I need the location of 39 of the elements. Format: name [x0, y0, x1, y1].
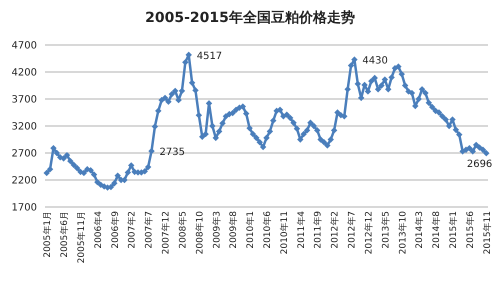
data-label: 2735 — [160, 147, 185, 158]
x-tick-label: 2010年6 — [262, 210, 273, 249]
x-tick-label: 2012年12 — [363, 211, 374, 254]
x-tick-label: 2010年11 — [278, 211, 290, 254]
data-label: 2696 — [466, 159, 492, 170]
x-tick-label: 2009年3 — [211, 211, 222, 249]
data-label: 4517 — [196, 50, 222, 62]
x-tick-label: 2005年6月 — [59, 211, 70, 258]
y-tick-label: 3200 — [12, 122, 37, 132]
chart-title: 2005-2015年全国豆粕价格走势 — [145, 10, 355, 26]
x-tick-label: 2015年6 — [464, 210, 476, 249]
y-tick-label: 4700 — [12, 40, 37, 52]
y-tick-label: 2700 — [12, 148, 37, 160]
y-tick-label: 3700 — [12, 94, 37, 106]
data-label: 4430 — [362, 56, 388, 67]
x-tick-label: 2007年2 — [126, 211, 138, 249]
y-tick-label: 1700 — [12, 202, 37, 214]
x-tick-label: 2013年5 — [380, 211, 392, 249]
y-tick-label: 2200 — [12, 176, 37, 186]
x-tick-label: 2009年8 — [228, 210, 240, 249]
x-tick-label: 2013年10 — [397, 210, 408, 254]
x-tick-label: 2014年8 — [431, 210, 442, 249]
y-tick-label: 4200 — [12, 68, 37, 78]
x-tick-label: 2006年9 — [110, 210, 121, 249]
x-tick-label: 2012年2 — [330, 211, 341, 249]
x-tick-label: 2011年4 — [296, 210, 307, 249]
x-tick-label: 2007年7 — [144, 211, 155, 249]
x-tick-label: 2005年11月 — [76, 211, 88, 264]
x-tick-label: 2015年11 — [482, 211, 493, 254]
x-tick-label: 2014年3 — [414, 211, 426, 249]
x-tick-label: 2008年5 — [177, 211, 188, 249]
x-tick-label: 2005年1月 — [42, 211, 54, 258]
x-tick-label: 2008年10 — [194, 210, 206, 254]
x-tick-label: 2012年7 — [346, 211, 358, 249]
x-tick-label: 2015年1 — [448, 211, 459, 249]
x-tick-label: 2011年9 — [312, 210, 324, 249]
x-tick-label: 2010年1 — [245, 211, 256, 249]
x-tick-label: 2007年12 — [160, 211, 172, 254]
x-tick-label: 2006年4 — [92, 210, 104, 249]
